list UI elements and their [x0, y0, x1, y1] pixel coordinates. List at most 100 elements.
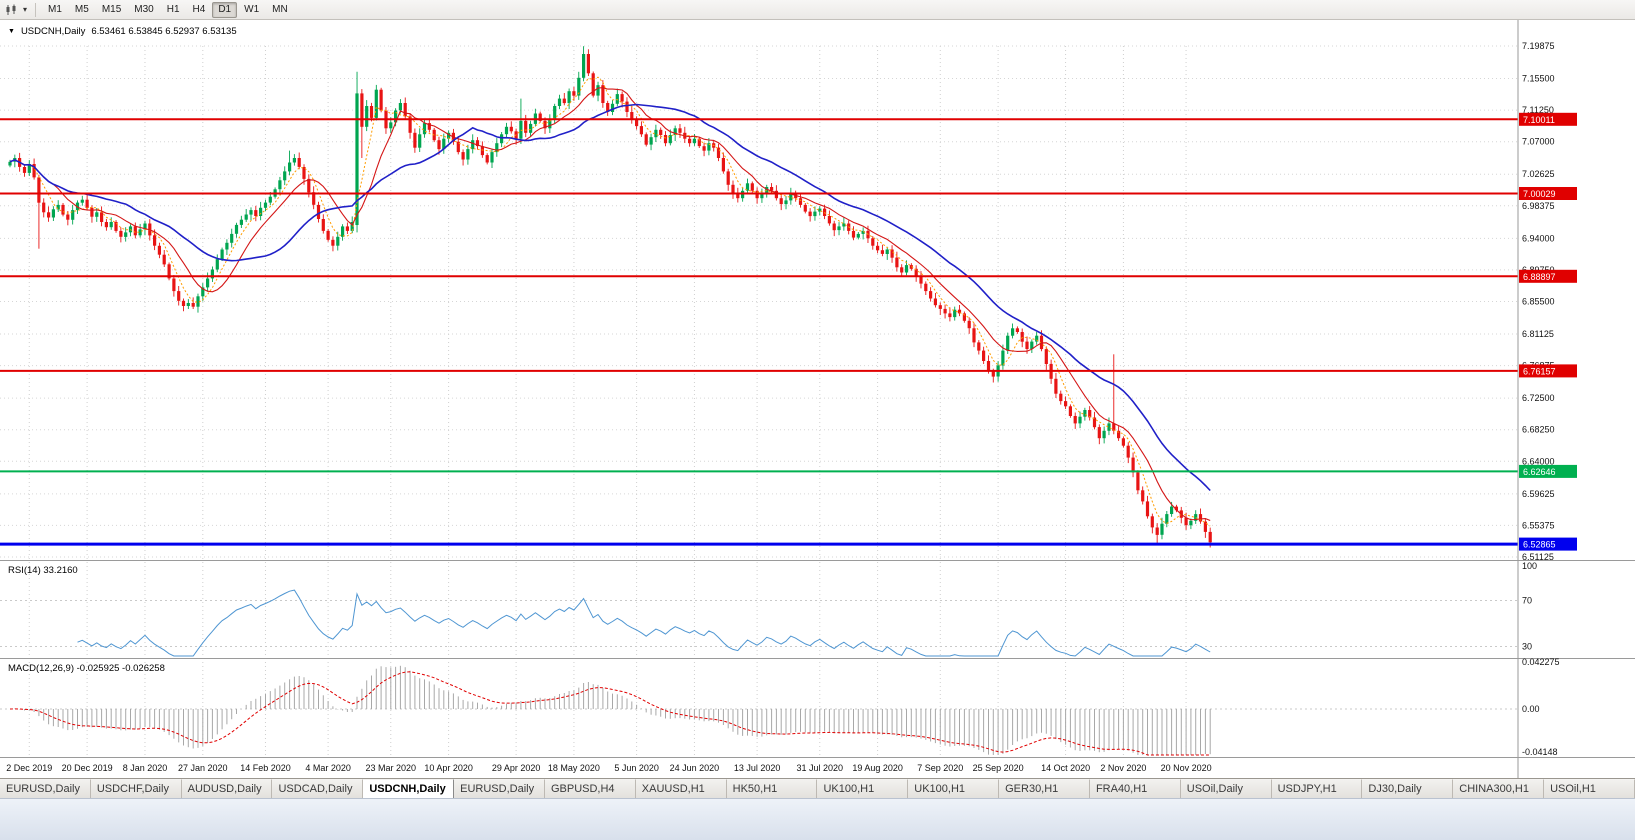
price-axis[interactable]: 7.19875 7.15500 7.11250 7.07000 7.02625 6.983… — [1522, 41, 1560, 757]
timeframe-button-m30[interactable]: M30 — [134, 4, 154, 15]
svg-text:6.62646: 6.62646 — [1523, 467, 1556, 477]
svg-text:6.88897: 6.88897 — [1523, 272, 1556, 282]
price-chart-svg[interactable]: 7.19875 7.15500 7.11250 7.07000 7.02625 6.983… — [0, 20, 1635, 778]
svg-text:23 Mar 2020: 23 Mar 2020 — [366, 763, 417, 773]
svg-text:-0.04148: -0.04148 — [1522, 747, 1558, 757]
svg-text:6.98375: 6.98375 — [1522, 201, 1555, 211]
chart-tab-uk100-h1[interactable]: UK100,H1 — [908, 779, 1000, 798]
svg-text:7.15500: 7.15500 — [1522, 74, 1555, 84]
chart-tab-usoil-daily[interactable]: USOil,Daily — [1180, 779, 1272, 798]
time-axis[interactable]: 2 Dec 2019 20 Dec 2019 8 Jan 2020 27 Jan 20… — [6, 763, 1211, 773]
chart-tab-eurusd-daily[interactable]: EURUSD,Daily — [0, 779, 91, 798]
macd-histogram — [9, 665, 1211, 756]
svg-text:6.59625: 6.59625 — [1522, 489, 1555, 499]
svg-text:29 Apr 2020: 29 Apr 2020 — [492, 763, 541, 773]
svg-text:19 Aug 2020: 19 Aug 2020 — [852, 763, 903, 773]
svg-text:0.00: 0.00 — [1522, 704, 1540, 714]
price-badge-6.88897 — [1519, 269, 1577, 283]
price-badge-6.52865 — [1519, 537, 1577, 551]
svg-text:5 Jun 2020: 5 Jun 2020 — [614, 763, 659, 773]
svg-text:6.51125: 6.51125 — [1522, 552, 1554, 562]
chart-tabs-bar: EURUSD,Daily USDCHF,Daily AUDUSD,Daily USDC… — [0, 778, 1635, 798]
svg-text:7.11250: 7.11250 — [1522, 105, 1554, 115]
macd-signal-line — [9, 671, 1211, 756]
ma-medium-red — [9, 87, 1211, 522]
svg-text:70: 70 — [1522, 596, 1532, 606]
svg-text:6.76157: 6.76157 — [1523, 366, 1556, 376]
svg-text:10 Apr 2020: 10 Apr 2020 — [424, 763, 473, 773]
price-badge-6.62646 — [1519, 464, 1577, 478]
price-badge-7.10011 — [1519, 112, 1577, 126]
timeframe-button-mn[interactable]: MN — [272, 4, 288, 15]
svg-text:7.02625: 7.02625 — [1522, 169, 1555, 179]
svg-text:8 Jan 2020: 8 Jan 2020 — [123, 763, 168, 773]
chart-tab-eurusd-daily[interactable]: EURUSD,Daily — [454, 779, 545, 798]
timeframe-buttons-group: M1 M5 M15 M30 H1 H4 D1 W1 MN — [42, 1, 294, 18]
timeframe-button-h4[interactable]: H4 — [192, 4, 206, 15]
chart-tab-usdchf-daily[interactable]: USDCHF,Daily — [90, 779, 182, 798]
price-badge-7.00029 — [1519, 187, 1577, 200]
svg-text:7.10011: 7.10011 — [1523, 115, 1555, 125]
svg-text:14 Feb 2020: 14 Feb 2020 — [240, 763, 291, 773]
svg-text:30: 30 — [1522, 642, 1532, 652]
svg-text:13 Jul 2020: 13 Jul 2020 — [734, 763, 781, 773]
svg-text:18 May 2020: 18 May 2020 — [548, 763, 600, 773]
chart-tab-gbpusd-h4[interactable]: GBPUSD,H4 — [544, 779, 636, 798]
svg-text:7.00029: 7.00029 — [1523, 189, 1556, 199]
price-line-badges: 7.10011 7.00029 6.88897 6.76157 6.62646 6.528… — [1519, 112, 1577, 551]
chart-tab-dj30-daily[interactable]: DJ30,Daily — [1362, 779, 1454, 798]
chart-tab-china300-h1[interactable]: CHINA300,H1 — [1453, 779, 1545, 798]
svg-text:2 Dec 2019: 2 Dec 2019 — [6, 763, 52, 773]
rsi-line — [77, 589, 1211, 657]
svg-text:0.042275: 0.042275 — [1522, 657, 1560, 667]
svg-text:6.55375: 6.55375 — [1522, 520, 1555, 530]
svg-text:7.19875: 7.19875 — [1522, 41, 1555, 51]
timeframe-button-m15[interactable]: M15 — [101, 4, 122, 15]
ma-slow-blue — [9, 103, 1211, 492]
timeframe-button-d1[interactable]: D1 — [212, 1, 238, 18]
chart-tab-audusd-daily[interactable]: AUDUSD,Daily — [181, 779, 273, 798]
chart-dropdown-caret-icon[interactable]: ▾ — [23, 5, 28, 14]
chart-tab-usdcad-daily[interactable]: USDCAD,Daily — [272, 779, 364, 798]
timeframe-button-h1[interactable]: H1 — [166, 4, 180, 15]
svg-text:7.07000: 7.07000 — [1522, 137, 1555, 147]
timeframe-button-w1[interactable]: W1 — [244, 4, 260, 15]
candlestick-series[interactable] — [8, 46, 1212, 548]
chart-tab-hk50-h1[interactable]: HK50,H1 — [726, 779, 818, 798]
chart-tab-usdjpy-h1[interactable]: USDJPY,H1 — [1271, 779, 1363, 798]
chart-tab-xauusd-h1[interactable]: XAUUSD,H1 — [635, 779, 727, 798]
svg-text:14 Oct 2020: 14 Oct 2020 — [1041, 763, 1090, 773]
svg-text:100: 100 — [1522, 561, 1537, 571]
pane-separators — [0, 20, 1635, 778]
svg-text:6.64000: 6.64000 — [1522, 456, 1555, 466]
ma-fast-orange — [9, 76, 1211, 527]
timeframe-toolbar: ▾ M1 M5 M15 M30 H1 H4 D1 W1 MN — [0, 0, 1635, 20]
svg-text:6.52865: 6.52865 — [1523, 540, 1556, 550]
chart-tab-uk100-h1[interactable]: UK100,H1 — [817, 779, 909, 798]
svg-text:20 Dec 2019: 20 Dec 2019 — [62, 763, 113, 773]
price-badge-6.76157 — [1519, 364, 1577, 378]
svg-text:6.68250: 6.68250 — [1522, 425, 1555, 435]
chart-tab-usoil-h1[interactable]: USOil,H1 — [1544, 779, 1635, 798]
svg-text:6.94000: 6.94000 — [1522, 233, 1555, 243]
svg-text:20 Nov 2020: 20 Nov 2020 — [1161, 763, 1212, 773]
chart-window[interactable]: 7.19875 7.15500 7.11250 7.07000 7.02625 6.983… — [0, 20, 1635, 778]
timeframe-button-m5[interactable]: M5 — [74, 4, 89, 15]
chart-tab-fra40-h1[interactable]: FRA40,H1 — [1089, 779, 1181, 798]
svg-text:4 Mar 2020: 4 Mar 2020 — [305, 763, 351, 773]
svg-text:6.72500: 6.72500 — [1522, 393, 1555, 403]
chart-tab-ger30-h1[interactable]: GER30,H1 — [999, 779, 1090, 798]
timeframe-button-m1[interactable]: M1 — [48, 4, 62, 15]
svg-text:31 Jul 2020: 31 Jul 2020 — [797, 763, 844, 773]
horizontal-level-lines[interactable] — [0, 118, 1518, 546]
svg-text:25 Sep 2020: 25 Sep 2020 — [973, 763, 1024, 773]
svg-text:24 Jun 2020: 24 Jun 2020 — [670, 763, 720, 773]
svg-text:7 Sep 2020: 7 Sep 2020 — [917, 763, 963, 773]
status-bar — [0, 798, 1635, 840]
svg-text:2 Nov 2020: 2 Nov 2020 — [1100, 763, 1146, 773]
chart-type-icon[interactable] — [4, 3, 20, 17]
svg-text:27 Jan 2020: 27 Jan 2020 — [178, 763, 228, 773]
chart-tab-usdcnh-daily[interactable]: USDCNH,Daily — [363, 779, 455, 798]
svg-text:6.85500: 6.85500 — [1522, 297, 1555, 307]
